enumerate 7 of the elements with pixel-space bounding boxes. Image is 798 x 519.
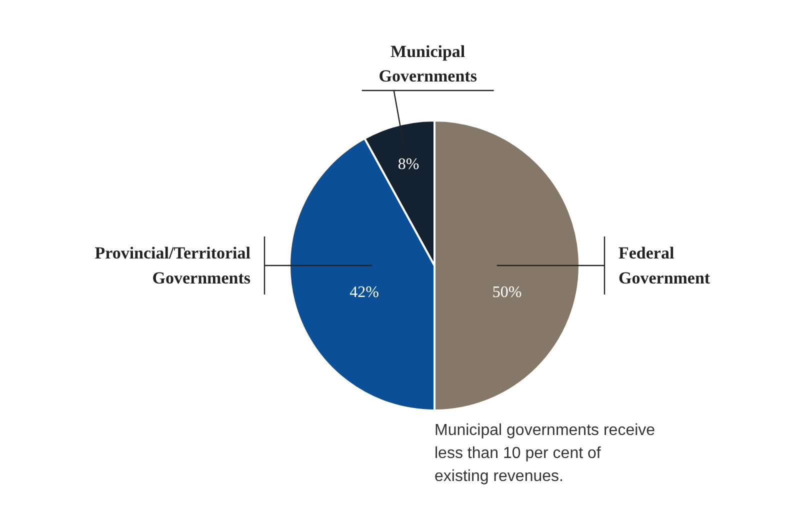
slice-label: Provincial/Territorial Governments (94, 244, 251, 288)
slice-label: Municipal Governments (378, 42, 478, 86)
text: Municipal governments receive less than 10 per cent of existing revenues. (434, 422, 656, 485)
data-label: 42% (350, 284, 379, 301)
data-label: 50% (492, 284, 522, 301)
data-label: 8% (398, 156, 420, 173)
slice-label: Federal Government (618, 244, 710, 288)
